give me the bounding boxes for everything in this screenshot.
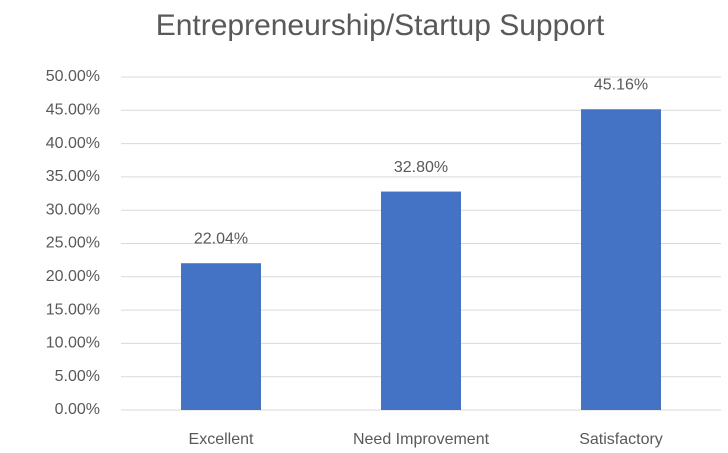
bar	[181, 263, 261, 410]
y-tick-label: 5.00%	[55, 368, 100, 385]
y-tick-label: 15.00%	[46, 301, 100, 318]
x-tick-label: Need Improvement	[353, 431, 490, 448]
y-tick-label: 30.00%	[46, 201, 100, 218]
y-tick-label: 50.00%	[46, 68, 100, 85]
y-tick-label: 25.00%	[46, 235, 100, 252]
y-tick-label: 20.00%	[46, 268, 100, 285]
data-label: 32.80%	[394, 159, 448, 176]
y-tick-label: 35.00%	[46, 168, 100, 185]
y-tick-label: 45.00%	[46, 102, 100, 119]
y-tick-label: 40.00%	[46, 135, 100, 152]
chart-title: Entrepreneurship/Startup Support	[156, 9, 605, 42]
data-label: 45.16%	[594, 76, 648, 93]
x-tick-label: Satisfactory	[579, 431, 663, 448]
x-tick-label: Excellent	[189, 431, 254, 448]
bar	[581, 109, 661, 410]
data-label: 22.04%	[194, 230, 248, 247]
y-tick-label: 10.00%	[46, 335, 100, 352]
bar	[381, 191, 461, 410]
y-tick-label: 0.00%	[55, 401, 100, 418]
